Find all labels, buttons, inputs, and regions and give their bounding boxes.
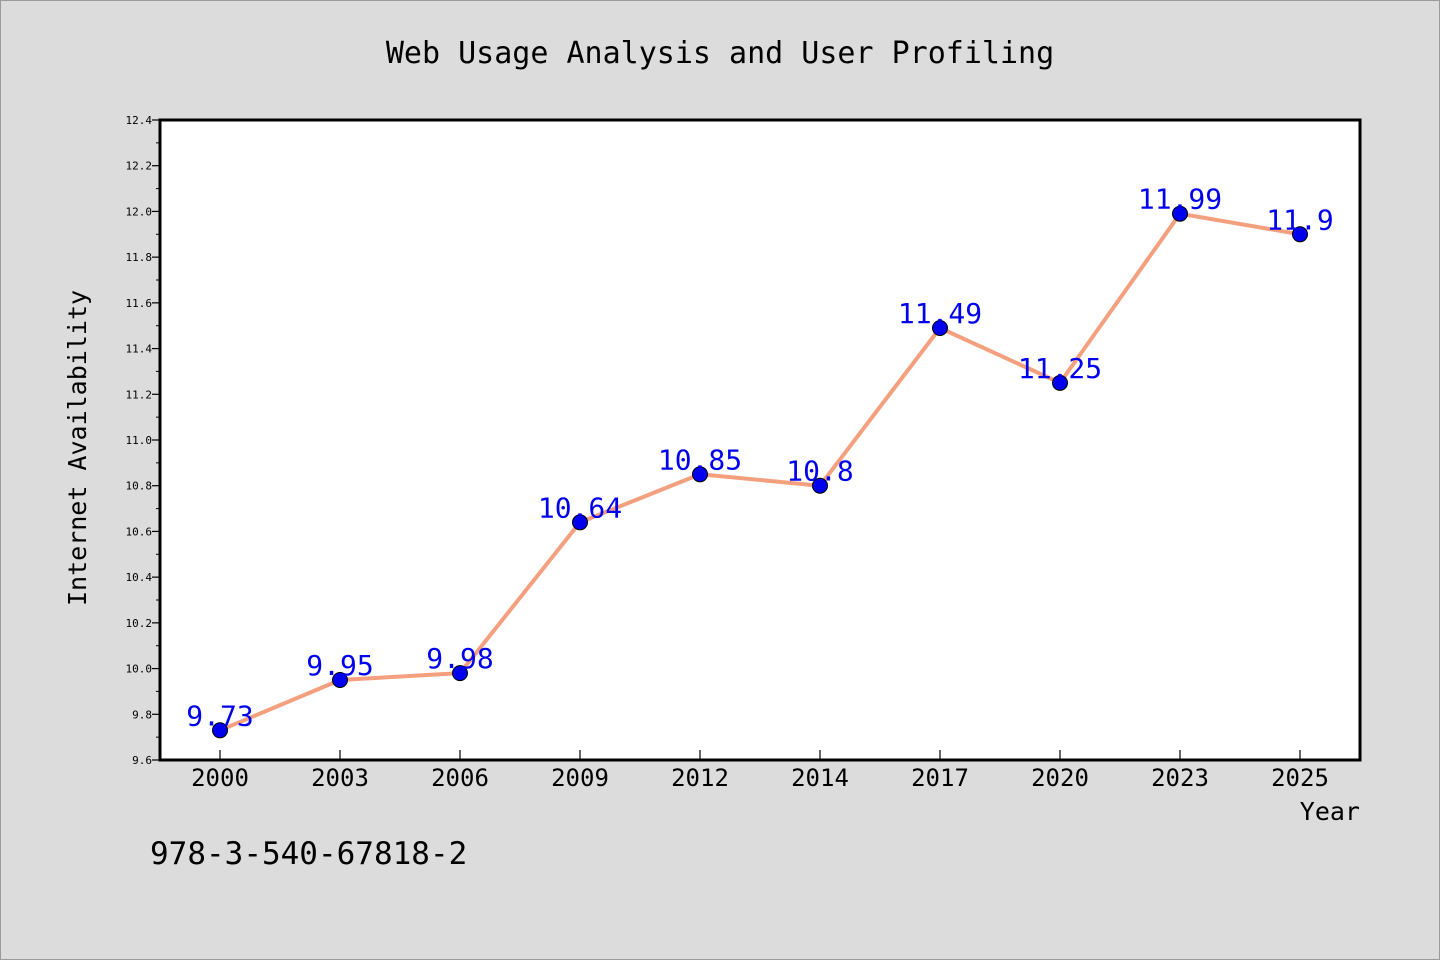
data-point <box>332 672 348 688</box>
data-points <box>212 205 1308 739</box>
y-axis: 9.6 9.8 10.0 10.2 10.4 10.6 10.8 11.0 11.2 11.4 11… <box>126 114 160 767</box>
x-tick-label: 2017 <box>911 764 969 792</box>
chart-title: Web Usage Analysis and User Profiling <box>386 36 1054 71</box>
y-tick-label: 9.6 <box>132 754 152 767</box>
data-label: 10.8 <box>786 455 853 488</box>
data-label: 11.25 <box>1018 352 1102 385</box>
data-point <box>212 722 228 739</box>
x-tick-label: 2009 <box>551 764 609 792</box>
x-tick-label: 2025 <box>1271 764 1329 792</box>
data-point <box>692 466 708 483</box>
y-tick-label: 10.2 <box>126 617 153 630</box>
series-line-path <box>218 211 1302 733</box>
x-tick-label: 2003 <box>311 764 369 792</box>
y-tick-label: 11.4 <box>126 343 153 356</box>
y-tick-label: 10.6 <box>126 525 153 538</box>
y-tick-label: 12.4 <box>126 114 153 127</box>
x-tick-label: 2000 <box>191 764 249 792</box>
data-labels: 9.73 9.95 9.98 10.64 10.85 10.8 11.49 11.25 11.9… <box>186 183 1333 733</box>
data-label: 9.98 <box>426 642 493 675</box>
x-tick-label: 2006 <box>431 764 489 792</box>
data-label: 11.99 <box>1138 183 1222 216</box>
y-tick-label: 12.2 <box>126 160 153 173</box>
y-tick-label: 10.8 <box>126 480 153 493</box>
data-label: 9.95 <box>306 649 373 682</box>
x-axis: 2000 2003 2006 2009 2012 2014 2017 2020 2023 2025 <box>191 750 1329 792</box>
data-label: 11.49 <box>898 297 982 330</box>
plot-area <box>160 120 1360 760</box>
plot-frame <box>158 118 1362 762</box>
data-point <box>452 665 468 682</box>
x-tick-label: 2012 <box>671 764 729 792</box>
y-tick-label: 10.4 <box>126 571 153 584</box>
data-point <box>1052 374 1068 391</box>
y-tick-label: 9.8 <box>132 708 152 721</box>
y-tick-label: 11.6 <box>126 297 153 310</box>
y-axis-label: Internet Availability <box>63 290 92 606</box>
x-tick-label: 2014 <box>791 764 849 792</box>
y-tick-label: 11.8 <box>126 251 153 264</box>
footer-text: 978-3-540-67818-2 <box>150 836 467 872</box>
x-tick-label: 2023 <box>1151 764 1209 792</box>
y-tick-label: 11.2 <box>126 388 153 401</box>
data-point <box>1172 205 1188 222</box>
data-label: 9.73 <box>186 699 253 732</box>
x-tick-label: 2020 <box>1031 764 1089 792</box>
data-label: 10.85 <box>658 443 742 476</box>
series-line <box>218 211 1302 733</box>
y-tick-label: 12.0 <box>126 205 153 218</box>
data-label: 10.64 <box>538 491 622 524</box>
data-point <box>812 477 828 494</box>
data-point <box>932 320 948 336</box>
y-tick-label: 11.0 <box>126 434 153 447</box>
y-tick-label: 10.0 <box>126 663 153 676</box>
data-label: 11.9 <box>1266 203 1333 236</box>
data-point <box>572 514 588 531</box>
x-axis-label: Year <box>1300 797 1360 826</box>
data-point <box>1292 226 1308 243</box>
